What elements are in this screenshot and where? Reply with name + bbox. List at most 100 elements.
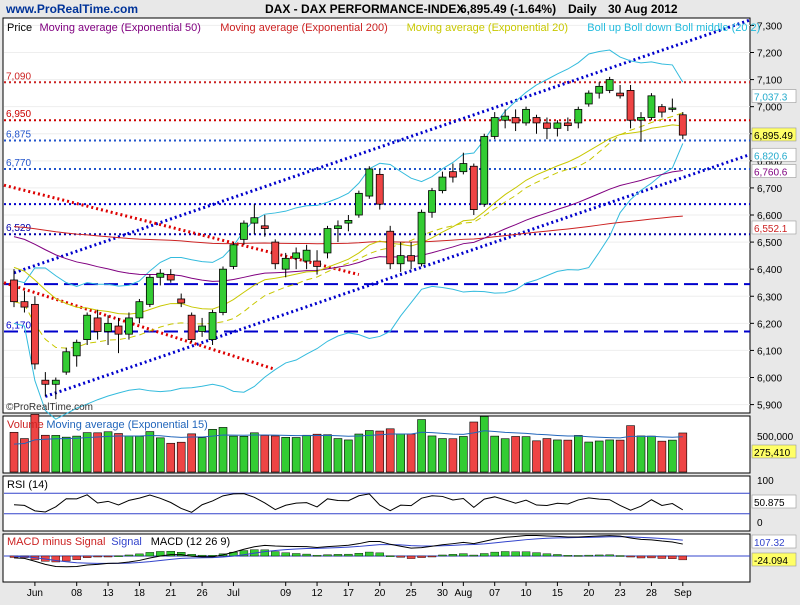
volume-bar [678, 432, 688, 473]
volume-bar [500, 438, 510, 473]
axis-tick-label: 6,200 [757, 319, 782, 330]
value-label: 6,552.1 [754, 224, 788, 235]
rsi-panel [2, 475, 751, 532]
price-legend: Price Moving average (Exponential 50) Movi… [7, 22, 760, 34]
ema-20 [13, 124, 683, 315]
volume-bar [103, 431, 113, 473]
macd-histogram-bar [511, 551, 520, 557]
value-label: 7,037.3 [754, 93, 788, 104]
axis-tick-label: 7,000 [757, 103, 782, 114]
macd-histogram-bar [469, 554, 478, 557]
volume-bar [385, 428, 395, 473]
macd-histogram-bar [291, 553, 301, 557]
macd-histogram-bar [417, 555, 426, 558]
volume-bar [82, 432, 92, 473]
candle-body [637, 117, 645, 121]
candle-body [543, 122, 551, 129]
macd-histogram-bar [595, 554, 604, 557]
candle-body [135, 301, 144, 319]
candle-body [459, 163, 468, 173]
volume-bar [218, 427, 228, 473]
lower-trendline [44, 153, 751, 398]
macd-legend: MACD minus Signal [7, 536, 105, 548]
x-tick-label: 20 [583, 588, 595, 599]
volume-bar [197, 437, 207, 473]
candle-body [501, 115, 510, 121]
volume-bar [114, 433, 123, 473]
macd-histogram-bar [542, 553, 552, 557]
volume-bar [479, 416, 489, 473]
candle-body [239, 222, 248, 240]
macd-histogram-bar [281, 552, 290, 557]
x-tick-label: 12 [311, 588, 323, 599]
x-tick-label: 23 [615, 588, 627, 599]
bollinger-upper [13, 49, 684, 288]
macd-histogram-bar [145, 552, 155, 557]
candle-body [386, 230, 395, 265]
macd-histogram-bar [323, 554, 332, 557]
candle-body [334, 225, 342, 229]
candle-body [30, 303, 39, 365]
axis-tick-label: 6,600 [757, 211, 782, 222]
candle-body [375, 173, 384, 205]
volume-bar [145, 431, 155, 473]
volume-bar [406, 433, 416, 473]
volume-bar [417, 419, 426, 473]
volume-bar [354, 433, 364, 473]
axis-tick-label: 6,700 [757, 184, 782, 195]
axis-tick-label: 6,000 [757, 374, 782, 385]
macd-histogram-bar [197, 554, 207, 557]
axis-tick-label: 6,100 [757, 346, 782, 357]
volume-bar [93, 432, 102, 473]
macd-chart: MACD minus Signal Signal MACD (12 26 9) 107… [4, 534, 797, 568]
candle-body [511, 117, 520, 124]
volume-value: 275,410 [754, 448, 791, 459]
volume-bar [553, 439, 562, 473]
macd-histogram-bar [521, 551, 531, 557]
macd-histogram-bar [72, 555, 81, 560]
volume-bar [323, 434, 332, 473]
level-label: 7,090 [6, 71, 31, 82]
volume-ema [13, 430, 683, 445]
chart-date: 30 Aug 2012 [608, 2, 678, 16]
volume-bar [30, 414, 40, 473]
volume-bar [375, 430, 385, 473]
candle-body [198, 325, 207, 332]
level-label: 6,950 [6, 109, 31, 120]
header-bar [0, 0, 800, 18]
period: Daily [568, 2, 597, 16]
volume-bar [229, 435, 238, 473]
candle-body [125, 317, 133, 335]
volume-legend: Moving average (Exponential 15) [46, 419, 207, 431]
x-tick-label: Sep [674, 588, 692, 599]
candle-body [20, 301, 29, 308]
volume-bar [176, 441, 186, 473]
volume-bar [250, 432, 259, 473]
candle-body [208, 312, 217, 340]
volume-bar [657, 440, 667, 473]
macd-histogram-bar [574, 555, 583, 557]
macd-value-box [751, 534, 797, 549]
macd-histogram-bar [344, 553, 353, 557]
volume-bar [61, 436, 71, 473]
macd-value: 107.32 [754, 538, 785, 549]
candle-body [354, 192, 363, 216]
macd-histogram-bar [563, 555, 573, 557]
volume-bar [573, 435, 583, 473]
macd-histogram-bar [584, 554, 593, 557]
candle-body [229, 244, 238, 267]
rsi-chart: RSI (14) 100 0 50.875 [4, 476, 797, 529]
axis-tick-label: 5,900 [757, 401, 782, 412]
volume-tick: 500,000 [757, 432, 794, 443]
macd-histogram-bar [615, 555, 625, 557]
candle-body [490, 117, 499, 137]
site-link[interactable]: www.ProRealTime.com [5, 2, 138, 16]
value-label-box [751, 147, 797, 162]
axis-tick-label: 6,300 [757, 292, 782, 303]
volume-bar [124, 435, 134, 473]
candle-body [51, 379, 60, 385]
volume-bar [156, 437, 165, 473]
macd-histogram-bar [82, 555, 92, 558]
macd-histogram-bar [62, 555, 71, 562]
candle-body [365, 168, 374, 197]
